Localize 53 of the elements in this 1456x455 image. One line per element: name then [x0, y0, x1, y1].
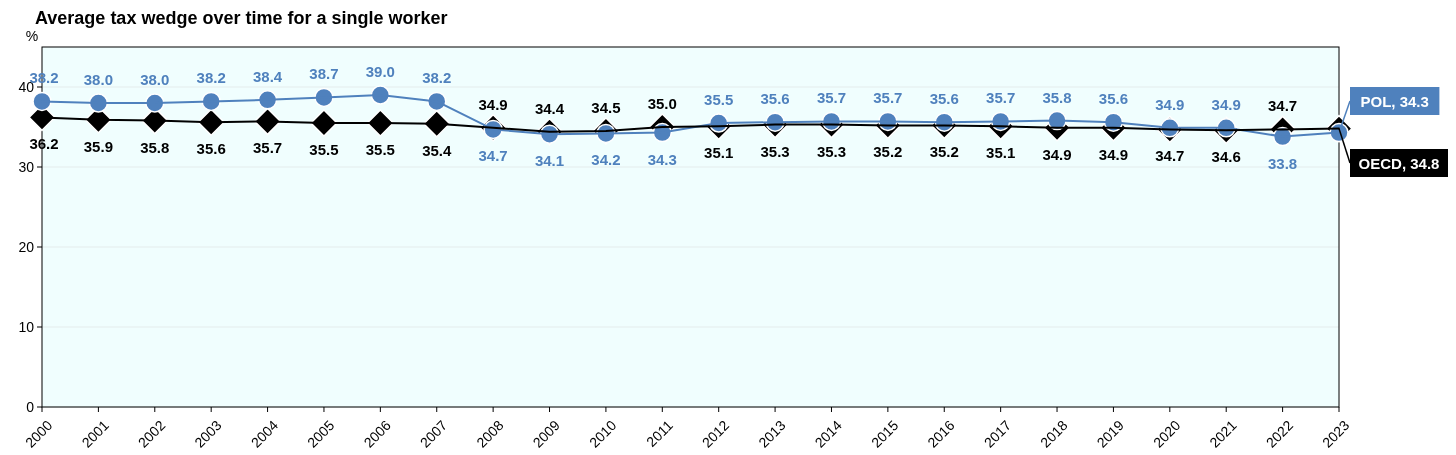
data-label: 35.7 — [816, 89, 847, 107]
data-label: 35.6 — [760, 90, 790, 108]
data-label: 35.2 — [873, 143, 903, 161]
data-label: 34.7 — [478, 147, 508, 165]
data-label: 35.6 — [1098, 90, 1129, 108]
data-label: 34.9 — [1155, 95, 1185, 113]
data-label: 39.0 — [365, 63, 395, 80]
chart-title: Average tax wedge over time for a single worker — [35, 8, 448, 28]
data-label: 34.1 — [534, 152, 565, 170]
data-label: 34.6 — [1211, 148, 1241, 166]
data-label: 38.0 — [83, 71, 113, 88]
data-label: 34.9 — [1042, 145, 1072, 163]
data-label: 34.9 — [1098, 145, 1129, 163]
data-label: 38.2 — [196, 69, 226, 87]
data-label: 38.7 — [309, 65, 339, 83]
data-label: 35.1 — [986, 144, 1016, 162]
data-label: 35.3 — [816, 142, 847, 160]
y-tick-label: 20 — [18, 239, 35, 255]
data-label: 38.2 — [422, 69, 452, 87]
data-label: 35.1 — [704, 144, 734, 162]
data-label: 35.7 — [252, 139, 283, 157]
data-label: 34.7 — [1268, 97, 1298, 115]
data-label: 35.9 — [83, 137, 113, 155]
data-label: 34.3 — [647, 150, 677, 168]
data-label: 35.8 — [140, 138, 170, 156]
data-label: 34.2 — [591, 151, 621, 169]
data-label: 34.7 — [1155, 147, 1185, 165]
data-label: 35.6 — [929, 90, 959, 108]
data-label: 34.4 — [534, 99, 565, 117]
data-label: 36.2 — [29, 135, 59, 153]
data-label: 35.6 — [196, 140, 226, 158]
data-label: 33.8 — [1268, 154, 1298, 172]
series-label: POL, 34.3 — [1360, 93, 1429, 110]
data-label: 34.9 — [478, 95, 508, 113]
series-label: OECD, 34.8 — [1358, 155, 1440, 172]
data-label: 34.9 — [1211, 95, 1241, 113]
data-label: 35.0 — [647, 95, 677, 112]
data-label: 35.7 — [873, 89, 903, 107]
data-label: 35.3 — [760, 142, 790, 160]
data-label: 35.5 — [365, 141, 395, 158]
y-tick-label: 0 — [26, 399, 35, 415]
data-label: 35.4 — [422, 141, 452, 159]
data-label: 34.5 — [591, 99, 621, 116]
y-axis-title: % — [25, 28, 39, 44]
y-tick-label: 10 — [18, 319, 35, 335]
data-label: 35.5 — [309, 141, 339, 158]
data-label: 38.4 — [252, 67, 283, 85]
data-label: 35.7 — [986, 89, 1016, 107]
data-label: 35.5 — [704, 91, 734, 108]
data-label: 35.2 — [929, 143, 959, 161]
data-label: 38.0 — [140, 71, 170, 88]
y-tick-label: 30 — [18, 159, 35, 175]
data-label: 35.8 — [1042, 88, 1072, 106]
